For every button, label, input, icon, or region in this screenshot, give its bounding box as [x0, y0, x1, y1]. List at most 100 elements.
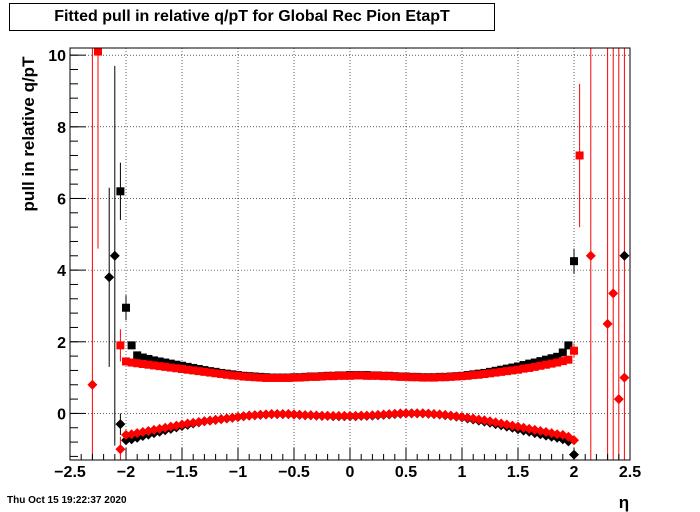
- data-point-square: [161, 362, 170, 371]
- data-point-square: [127, 341, 136, 350]
- data-point-square: [217, 370, 226, 379]
- data-point-diamond: [266, 409, 277, 420]
- data-point-square: [262, 373, 270, 382]
- data-markers: [87, 47, 630, 460]
- data-point-diamond: [361, 410, 372, 421]
- data-point-square: [525, 359, 534, 368]
- error-bars: [91, 48, 625, 460]
- data-point-diamond: [350, 410, 361, 421]
- data-point-square: [547, 359, 556, 368]
- data-point-square: [122, 303, 130, 312]
- data-point-square: [536, 357, 545, 366]
- data-point-square: [318, 372, 326, 381]
- x-axis-label: η: [619, 493, 629, 512]
- data-point-square: [553, 352, 562, 361]
- data-point-square: [161, 358, 170, 367]
- data-point-square: [558, 348, 567, 357]
- data-point-square: [144, 360, 153, 369]
- data-point-square: [211, 369, 220, 378]
- data-point-square: [525, 363, 534, 372]
- data-point-square: [94, 47, 102, 56]
- data-point-square: [402, 372, 410, 381]
- data-point-square: [228, 371, 237, 380]
- tick-labels: −2.5 −2 −1.5 −1 −0.5 0 0.5 1 1.5 2 2.5 0 2 4 6 8 10: [48, 48, 641, 481]
- y-axis-label: pull in relative q/pT: [19, 56, 38, 212]
- data-point-square: [194, 367, 203, 376]
- data-point-diamond: [367, 410, 378, 421]
- data-point-square: [178, 365, 186, 374]
- data-point-square: [206, 368, 214, 377]
- data-point-diamond: [311, 410, 322, 421]
- data-point-square: [486, 369, 494, 378]
- y-tick-label: 10: [48, 48, 66, 65]
- data-point-square: [491, 368, 500, 377]
- data-point-square: [424, 373, 433, 382]
- data-point-square: [150, 356, 158, 365]
- data-point-square: [200, 367, 209, 376]
- data-point-square: [390, 372, 399, 381]
- data-point-diamond: [619, 372, 630, 383]
- data-point-diamond: [87, 379, 98, 390]
- data-point-square: [189, 366, 198, 375]
- data-point-diamond: [389, 408, 400, 419]
- data-point-diamond: [277, 409, 288, 420]
- data-point-square: [430, 373, 438, 382]
- data-point-diamond: [317, 410, 327, 421]
- data-point-square: [334, 371, 343, 380]
- data-point-square: [435, 373, 444, 382]
- data-point-square: [183, 365, 192, 374]
- data-point-diamond: [585, 250, 596, 261]
- y-tick-label: 8: [57, 120, 66, 137]
- x-tick-label: −1: [229, 464, 247, 481]
- data-point-square: [150, 361, 158, 370]
- data-point-diamond: [294, 409, 305, 420]
- data-point-diamond: [255, 409, 266, 420]
- data-point-diamond: [417, 408, 428, 419]
- data-point-diamond: [401, 408, 411, 419]
- data-point-diamond: [373, 409, 383, 420]
- data-point-square: [374, 371, 382, 380]
- data-point-diamond: [384, 409, 395, 420]
- x-tick-label: 2.5: [619, 464, 641, 481]
- data-point-diamond: [429, 409, 439, 420]
- data-point-diamond: [272, 409, 283, 420]
- data-point-diamond: [289, 409, 299, 420]
- data-point-square: [536, 361, 545, 370]
- data-point-square: [301, 373, 310, 382]
- y-tick-label: 0: [57, 406, 66, 423]
- data-point-square: [273, 373, 282, 382]
- data-point-diamond: [569, 435, 579, 446]
- data-point-square: [357, 371, 366, 380]
- x-tick-label: −0.5: [278, 464, 310, 481]
- data-point-square: [502, 367, 511, 376]
- plot-frame: [69, 47, 631, 461]
- data-point-square: [116, 187, 125, 196]
- data-point-square: [116, 341, 125, 350]
- data-point-square: [250, 373, 259, 382]
- data-point-diamond: [104, 272, 115, 283]
- data-point-square: [256, 373, 265, 382]
- data-point-diamond: [300, 410, 311, 421]
- data-point-diamond: [249, 410, 260, 421]
- data-point-square: [368, 371, 377, 380]
- data-point-square: [497, 367, 506, 376]
- data-point-diamond: [423, 408, 434, 419]
- data-point-square: [312, 372, 321, 381]
- data-point-diamond: [328, 410, 339, 421]
- data-point-square: [547, 354, 556, 363]
- data-point-square: [441, 373, 450, 382]
- chart-title-box: Fitted pull in relative q/pT for Global …: [9, 3, 495, 31]
- data-point-square: [452, 372, 461, 381]
- data-point-diamond: [305, 410, 316, 421]
- data-point-square: [222, 370, 231, 379]
- data-point-diamond: [378, 409, 389, 420]
- data-point-square: [514, 365, 522, 374]
- data-point-diamond: [412, 408, 423, 419]
- data-point-diamond: [602, 318, 613, 329]
- data-point-diamond: [434, 409, 445, 420]
- data-point-square: [474, 370, 483, 379]
- data-point-square: [127, 358, 136, 367]
- data-point-square: [278, 373, 287, 382]
- data-point-diamond: [406, 408, 417, 419]
